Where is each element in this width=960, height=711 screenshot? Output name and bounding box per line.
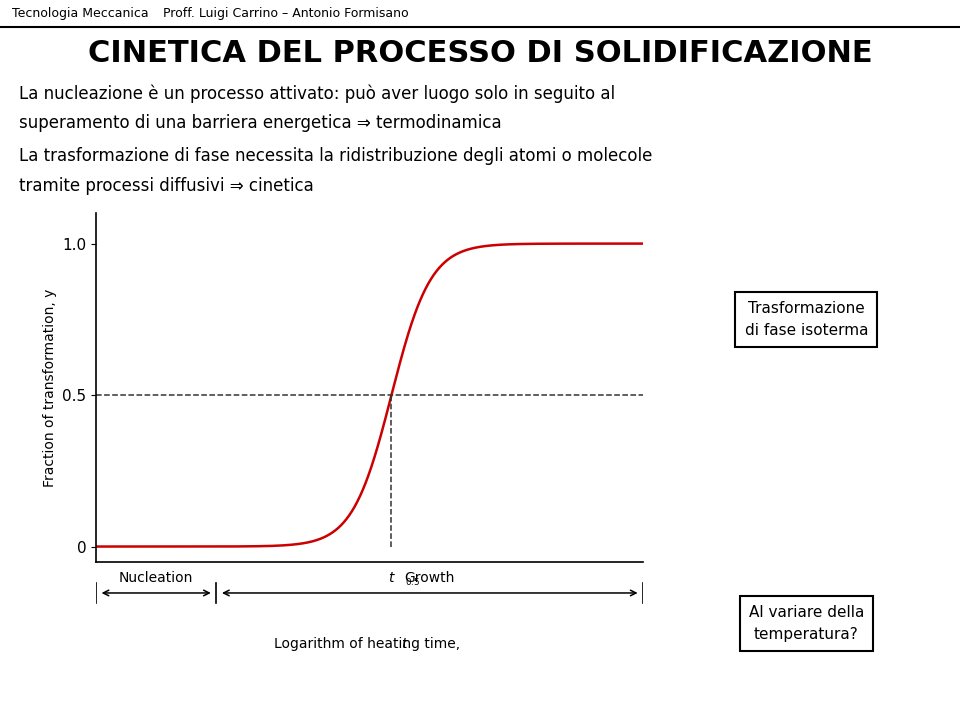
Text: Logarithm of heating time,: Logarithm of heating time, [275,637,465,651]
Text: La nucleazione è un processo attivato: può aver luogo solo in seguito al: La nucleazione è un processo attivato: p… [19,85,615,103]
Text: La trasformazione di fase necessita la ridistribuzione degli atomi o molecole: La trasformazione di fase necessita la r… [19,147,653,165]
Text: $_{0.5}$: $_{0.5}$ [405,575,420,588]
Text: superamento di una barriera energetica ⇒ termodinamica: superamento di una barriera energetica ⇒… [19,114,502,132]
Text: Proff. Luigi Carrino – Antonio Formisano: Proff. Luigi Carrino – Antonio Formisano [163,7,409,20]
Text: t: t [401,637,407,651]
Text: Tecnologia Meccanica: Tecnologia Meccanica [12,7,148,20]
Text: tramite processi diffusivi ⇒ cinetica: tramite processi diffusivi ⇒ cinetica [19,176,314,195]
Text: $t$: $t$ [388,571,396,584]
Text: Growth: Growth [404,572,455,585]
Text: Trasformazione
di fase isoterma: Trasformazione di fase isoterma [745,301,868,338]
Text: Nucleation: Nucleation [119,572,193,585]
Text: CINETICA DEL PROCESSO DI SOLIDIFICAZIONE: CINETICA DEL PROCESSO DI SOLIDIFICAZIONE [87,39,873,68]
Y-axis label: Fraction of transformation, y: Fraction of transformation, y [42,288,57,487]
Text: Al variare della
temperatura?: Al variare della temperatura? [749,605,864,642]
